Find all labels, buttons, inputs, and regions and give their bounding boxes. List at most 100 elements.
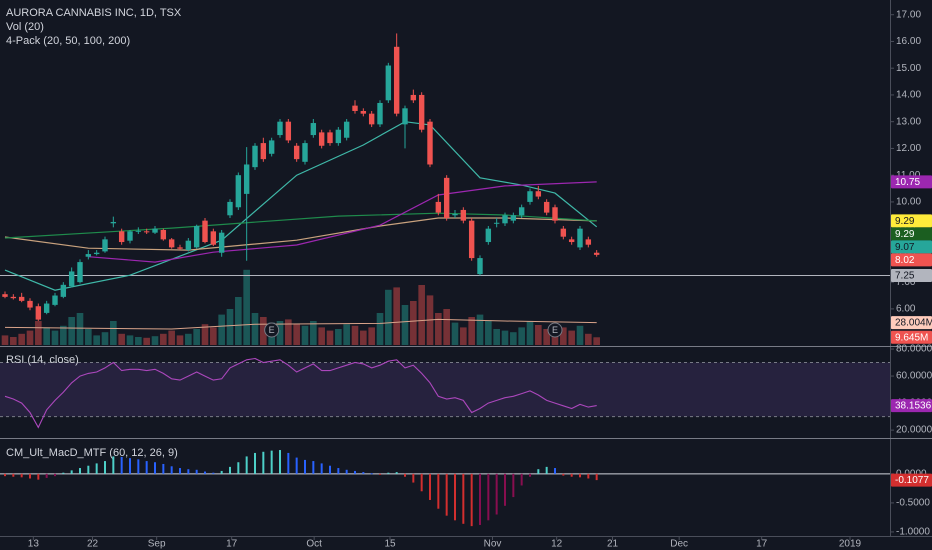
volume-bar [435, 313, 442, 345]
histogram-bar [29, 473, 31, 479]
volume-bar [101, 332, 109, 345]
histogram-bar [420, 473, 423, 492]
candle-body [27, 300, 33, 308]
volume-bar [418, 285, 425, 345]
candle-body [85, 254, 92, 257]
candle-body [335, 129, 342, 144]
volume-bar [518, 327, 525, 345]
price-badge-label: 38.1536 [895, 401, 932, 412]
histogram-bar [437, 473, 440, 509]
candle-body [177, 247, 183, 249]
volume-bar [160, 333, 167, 345]
candle-body [352, 105, 358, 111]
histogram-bar [462, 473, 465, 524]
histogram-bar [379, 473, 381, 475]
volume-bar [110, 321, 117, 345]
y-tick-label: 16.00 [896, 36, 921, 47]
histogram-bar [504, 473, 506, 506]
histogram-bar [262, 451, 265, 474]
candle-body [318, 132, 325, 146]
histogram-bar [112, 456, 115, 474]
y-tick-label: 11.00 [896, 170, 921, 181]
volume-bar [26, 330, 34, 345]
labels: AURORA CANNABIS INC, 1D, TSX Vol (20) 4-… [6, 7, 182, 459]
histogram-bar [387, 472, 390, 474]
candle-body [227, 201, 233, 216]
candle-body [402, 108, 408, 125]
candle-body [535, 191, 542, 197]
y-tick-label: -0.5000 [896, 498, 930, 509]
volume-bar [293, 324, 300, 345]
price-badge-label: 9.29 [895, 229, 915, 240]
volume-bar [401, 305, 409, 345]
candle-body [410, 94, 417, 101]
histogram-bar [545, 466, 548, 474]
candle-body [268, 140, 275, 154]
volume-bar [85, 329, 92, 345]
histogram-bar [12, 473, 15, 477]
volume-bar [526, 321, 534, 345]
x-tick-label: 12 [551, 539, 563, 550]
volume-bar [260, 317, 267, 345]
histogram-bar [345, 469, 348, 474]
y-tick-label: 7.00 [896, 277, 916, 288]
histogram-bar [4, 473, 6, 477]
candle-body [93, 252, 100, 255]
x-tick-label: 2019 [839, 539, 862, 550]
candle-body [293, 145, 300, 160]
candle-body [2, 294, 8, 297]
candle-body [185, 240, 192, 251]
ma-line [4, 212, 597, 239]
candle-body [502, 215, 508, 224]
histogram-bar [54, 473, 56, 477]
histogram-bar [279, 450, 281, 474]
price-badge [891, 268, 932, 282]
candle-body [260, 143, 267, 160]
volume-bar [593, 337, 600, 345]
volume-bar [226, 309, 234, 345]
histogram-bar [212, 472, 215, 474]
volume-bar [326, 330, 334, 345]
candle-body [452, 213, 458, 216]
volume-bar [135, 337, 142, 345]
volume-bar [485, 321, 492, 345]
y-tick-label: 20.0000 [896, 425, 932, 436]
candle-body [385, 65, 392, 101]
candle-body [52, 295, 58, 305]
volume-bar [310, 321, 317, 345]
price-badge-label: 9.29 [895, 216, 915, 227]
candle-body [560, 228, 567, 237]
candle-body [135, 230, 142, 232]
candle-body [435, 201, 442, 213]
volume-bar [560, 327, 567, 345]
y-tick-label: 14.00 [896, 90, 921, 101]
volume-bar [51, 330, 59, 345]
event-marker [547, 322, 563, 338]
y-tick-label: 13.00 [896, 116, 921, 127]
volume-bar [151, 336, 159, 345]
candle-body [35, 306, 42, 320]
histogram-bar [79, 468, 81, 474]
volume-bar [185, 333, 192, 345]
candle-body [552, 207, 558, 221]
histogram-bar [179, 468, 181, 474]
volume-bar [335, 329, 342, 345]
histogram-bar [587, 473, 590, 479]
price-badge-label: -0.1077 [895, 475, 929, 486]
chart-title: AURORA CANNABIS INC, 1D, TSX [6, 7, 182, 19]
histogram-bar [45, 473, 48, 478]
histogram-bar [254, 452, 256, 474]
volume-bar [276, 321, 284, 345]
rsi-band [0, 362, 890, 417]
histogram-bar [245, 456, 248, 474]
price-badge [891, 316, 932, 330]
volume-bar [235, 297, 242, 345]
volume-bar [168, 330, 175, 345]
candle-body [18, 296, 25, 301]
candle-body [118, 231, 125, 243]
histogram-bar [129, 458, 131, 474]
histogram-bar [170, 466, 173, 474]
volume-bar [376, 313, 384, 345]
candle-body [510, 215, 517, 221]
volume-bar [176, 335, 184, 345]
